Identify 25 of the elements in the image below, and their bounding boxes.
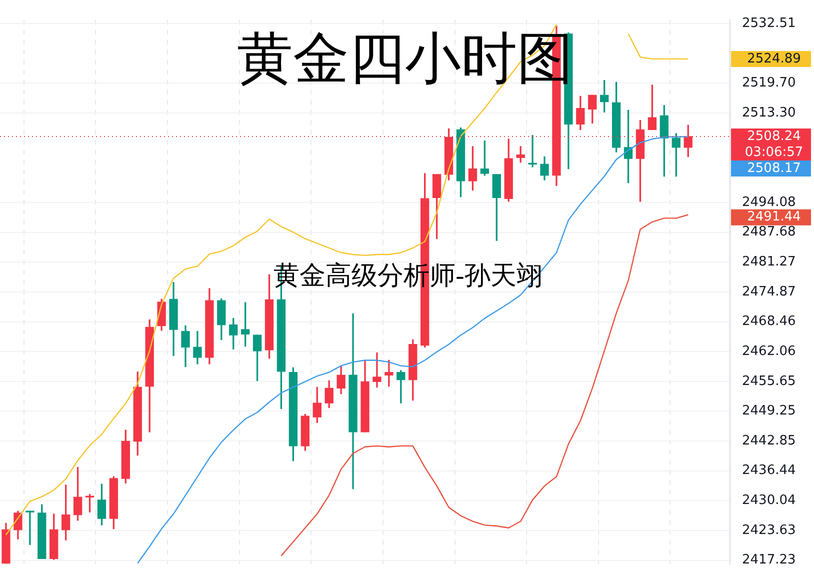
y-tick-label: 2468.46 — [742, 314, 796, 330]
y-tick-label: 2417.23 — [742, 552, 796, 568]
y-tick-label: 2494.08 — [742, 194, 796, 210]
y-tick-label: 2532.51 — [742, 16, 796, 31]
y-tick-label: 2455.65 — [742, 374, 796, 389]
candlestick — [384, 360, 394, 387]
y-tick-label: 2442.85 — [742, 433, 796, 448]
y-tick-label: 2487.68 — [742, 224, 796, 240]
ref-line-label: 2508.24 — [747, 128, 801, 144]
text: 2508.17 — [747, 160, 801, 176]
candlestick — [372, 352, 382, 388]
y-tick-label: 2449.25 — [742, 404, 796, 419]
text: 2491.44 — [747, 210, 801, 225]
y-tick-label: 2430.04 — [742, 493, 796, 508]
text: 03:06:57 — [744, 144, 804, 160]
y-tick-label: 2423.63 — [742, 522, 796, 538]
y-tick-label: 2436.44 — [742, 463, 796, 478]
candlestick — [516, 146, 525, 163]
y-tick-label: 2462.06 — [742, 344, 796, 359]
y-tick-label: 2481.27 — [742, 254, 796, 270]
text: 2524.89 — [747, 51, 801, 66]
candlestick — [528, 134, 537, 168]
y-tick-label: 2519.70 — [742, 76, 796, 91]
y-tick-label: 2513.30 — [742, 105, 796, 120]
y-tick-label: 2474.87 — [742, 284, 796, 300]
